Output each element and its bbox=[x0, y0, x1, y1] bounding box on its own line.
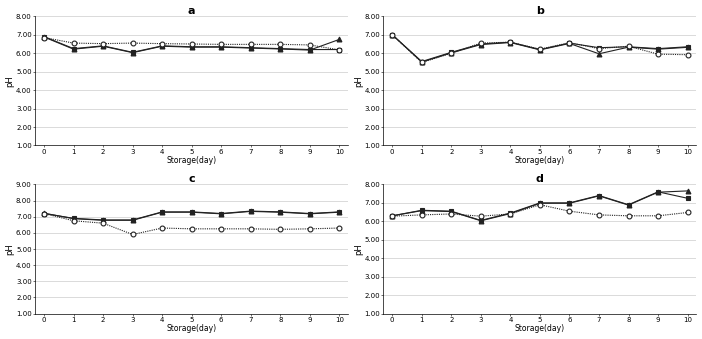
X-axis label: Storage(day): Storage(day) bbox=[166, 156, 217, 165]
Title: c: c bbox=[188, 174, 195, 184]
Y-axis label: pH: pH bbox=[354, 75, 363, 87]
Title: a: a bbox=[188, 5, 195, 16]
Title: d: d bbox=[536, 174, 544, 184]
Y-axis label: pH: pH bbox=[6, 243, 15, 255]
Y-axis label: pH: pH bbox=[354, 243, 363, 255]
X-axis label: Storage(day): Storage(day) bbox=[166, 324, 217, 334]
X-axis label: Storage(day): Storage(day) bbox=[515, 324, 565, 334]
Y-axis label: pH: pH bbox=[6, 75, 15, 87]
Title: b: b bbox=[536, 5, 544, 16]
X-axis label: Storage(day): Storage(day) bbox=[515, 156, 565, 165]
